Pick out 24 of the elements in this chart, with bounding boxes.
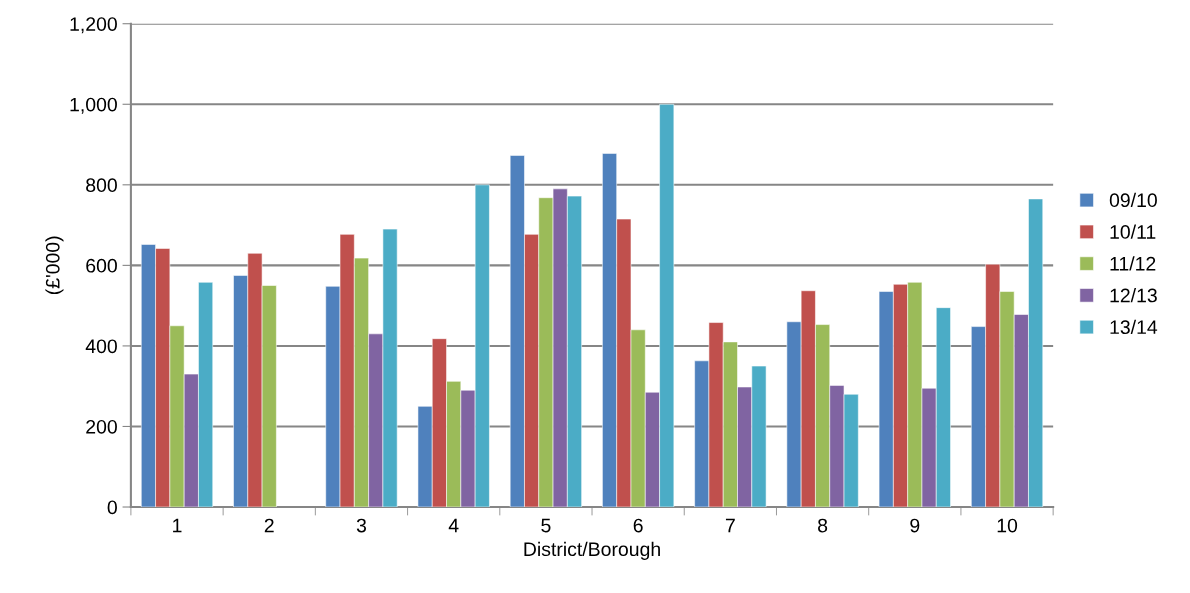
legend-label: 10/11 <box>1110 224 1156 239</box>
x-tick-label: 7 <box>725 518 735 533</box>
y-tick-label: 800 <box>86 178 117 193</box>
x-tick-label: 3 <box>356 518 367 533</box>
y-tick-label: 1,000 <box>70 97 117 114</box>
legend-label: 13/14 <box>1110 319 1158 335</box>
y-tick-label: 0 <box>107 500 117 515</box>
x-tick-label: 2 <box>264 518 274 533</box>
x-tick-label: 6 <box>633 518 643 533</box>
x-tick-label: 5 <box>541 518 551 533</box>
y-tick-label: 1,200 <box>70 17 117 34</box>
y-axis-title: (£'000) <box>45 236 64 295</box>
x-tick-label: 8 <box>818 518 828 533</box>
x-axis-title: District/Borough <box>524 541 660 560</box>
x-tick-label: 4 <box>448 518 459 533</box>
legend-label: 09/10 <box>1109 192 1157 208</box>
y-tick-label: 400 <box>85 339 117 354</box>
legend-label: 12/13 <box>1110 288 1157 303</box>
x-tick-label: 1 <box>173 518 182 533</box>
x-tick-label: 10 <box>997 518 1018 533</box>
y-tick-label: 200 <box>86 419 117 434</box>
legend-label: 11/12 <box>1110 256 1156 271</box>
x-tick-label: 9 <box>910 518 920 533</box>
y-tick-label: 600 <box>86 258 117 273</box>
